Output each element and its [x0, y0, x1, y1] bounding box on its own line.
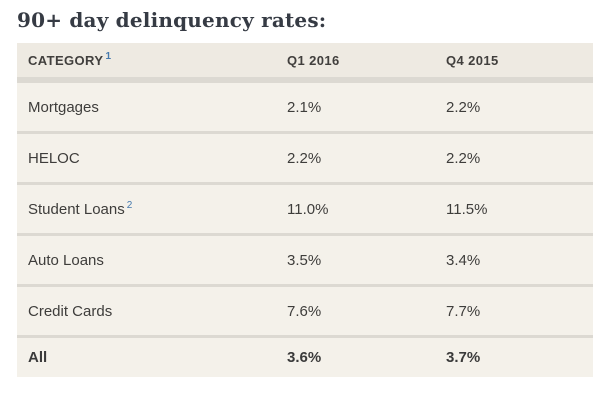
cell-q1-2016: 2.1%	[276, 80, 435, 133]
cell-q1-2016: 2.2%	[276, 131, 435, 184]
page-title: 90+ day delinquency rates:	[17, 8, 327, 32]
cell-category: Student Loans 2	[17, 182, 276, 235]
cell-q1-2016: 3.6%	[276, 335, 435, 377]
cell-category: Credit Cards	[17, 284, 276, 337]
table-row-auto-loans: Auto Loans 3.5% 3.4%	[17, 233, 593, 286]
cell-category: Mortgages	[17, 80, 276, 133]
cell-q4-2015: 3.7%	[435, 335, 593, 377]
table-row-all: All 3.6% 3.7%	[17, 335, 593, 377]
cell-q4-2015: 2.2%	[435, 80, 593, 133]
cell-q1-2016: 3.5%	[276, 233, 435, 286]
table-header-row: CATEGORY 1 Q1 2016 Q4 2015	[17, 43, 593, 83]
footnote-link-1[interactable]: 1	[105, 51, 112, 63]
cell-category-label: Student Loans	[28, 200, 125, 218]
table-row-credit-cards: Credit Cards 7.6% 7.7%	[17, 284, 593, 337]
cell-q4-2015: 11.5%	[435, 182, 593, 235]
cell-q4-2015: 2.2%	[435, 131, 593, 184]
cell-q1-2016: 7.6%	[276, 284, 435, 337]
table-row-student-loans: Student Loans 2 11.0% 11.5%	[17, 182, 593, 235]
column-header-category-label: CATEGORY	[28, 52, 104, 68]
cell-category: All	[17, 335, 276, 377]
table-row-heloc: HELOC 2.2% 2.2%	[17, 131, 593, 184]
cell-q4-2015: 3.4%	[435, 233, 593, 286]
column-header-q4-2015: Q4 2015	[435, 43, 593, 83]
delinquency-rates-table: CATEGORY 1 Q1 2016 Q4 2015 Mortgages 2.1%…	[17, 43, 593, 377]
cell-category: Auto Loans	[17, 233, 276, 286]
column-header-q1-2016: Q1 2016	[276, 43, 435, 83]
cell-q1-2016: 11.0%	[276, 182, 435, 235]
column-header-category: CATEGORY 1	[17, 43, 276, 83]
cell-category: HELOC	[17, 131, 276, 184]
footnote-link-2[interactable]: 2	[126, 199, 133, 211]
table-row-mortgages: Mortgages 2.1% 2.2%	[17, 80, 593, 133]
cell-q4-2015: 7.7%	[435, 284, 593, 337]
